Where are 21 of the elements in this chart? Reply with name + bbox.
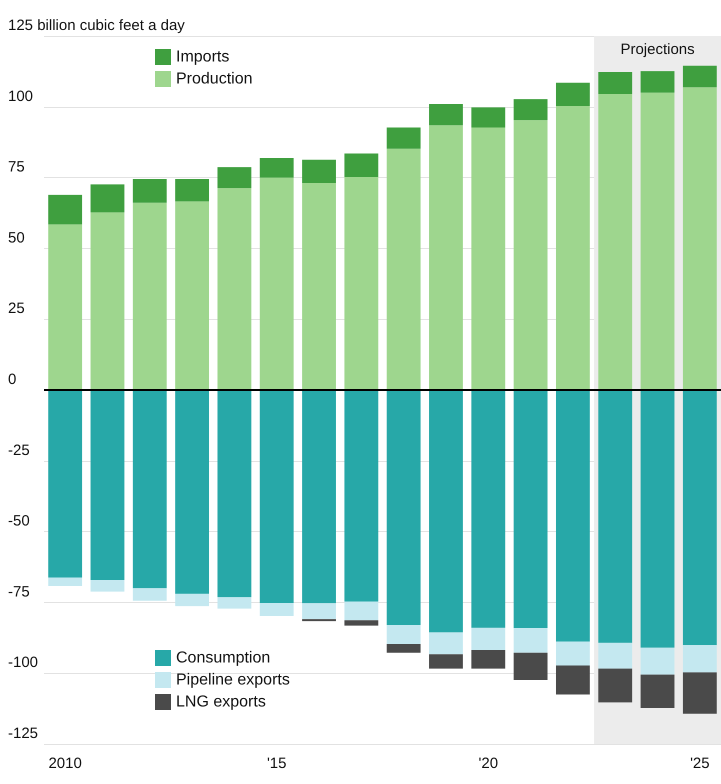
y-tick-label: -50 bbox=[8, 512, 30, 530]
y-tick-label: 0 bbox=[8, 371, 16, 388]
x-tick-label: 2010 bbox=[48, 755, 82, 772]
y-tick-label: 100 bbox=[8, 88, 34, 105]
legend-label: Consumption bbox=[176, 650, 270, 666]
x-tick-label: '15 bbox=[266, 755, 286, 772]
legend-label: Pipeline exports bbox=[176, 672, 290, 688]
y-tick-label: -125 bbox=[8, 725, 38, 742]
y-tick-label: -75 bbox=[8, 583, 30, 600]
legend-label: Production bbox=[176, 70, 252, 88]
y-tick-label: 75 bbox=[8, 158, 25, 176]
legend-label: LNG exports bbox=[176, 694, 266, 710]
y-tick-label: 125 billion cubic feet a day bbox=[8, 17, 186, 34]
y-tick-label: 25 bbox=[8, 300, 25, 318]
legend-label: Imports bbox=[176, 48, 230, 66]
x-tick-label: '20 bbox=[478, 755, 498, 772]
y-tick-label: -100 bbox=[8, 654, 38, 672]
y-tick-label: 50 bbox=[8, 229, 25, 246]
x-tick-label: '25 bbox=[690, 755, 710, 772]
band-label: Projections bbox=[620, 41, 695, 58]
y-tick-label: -25 bbox=[8, 442, 30, 459]
